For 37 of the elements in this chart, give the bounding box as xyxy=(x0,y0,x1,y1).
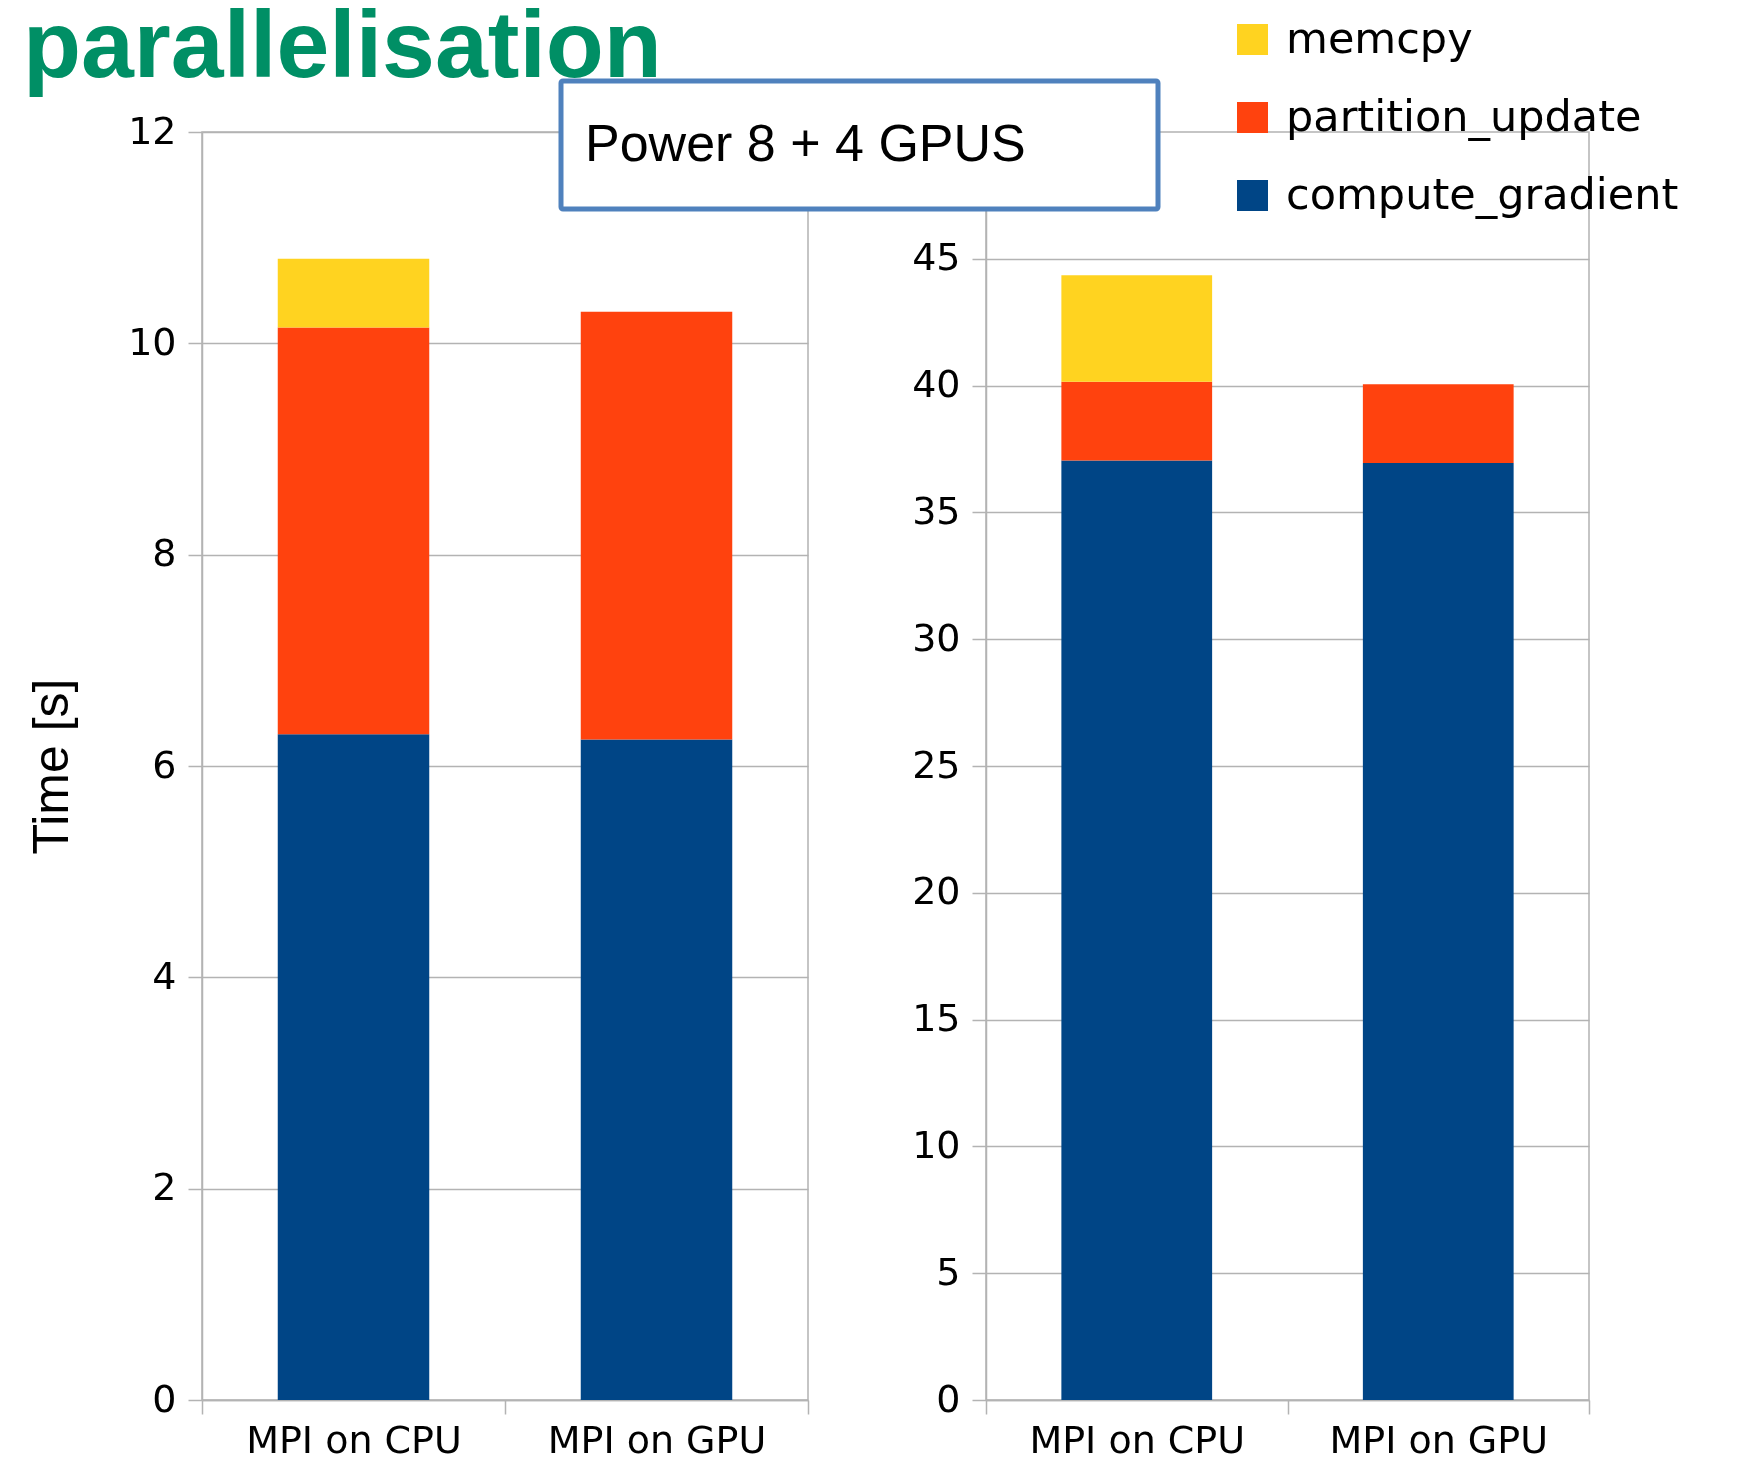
bar xyxy=(1362,384,1514,463)
bar xyxy=(277,258,430,328)
x-tick-label: MPI on GPU xyxy=(547,1417,767,1462)
y-tick-label: 25 xyxy=(912,742,961,787)
y-tick-label: 8 xyxy=(152,531,177,576)
x-tick-label: MPI on GPU xyxy=(1329,1417,1549,1462)
legend-label: memcpy xyxy=(1286,12,1473,63)
legend-label: compute_gradient xyxy=(1286,168,1679,219)
bar xyxy=(1362,462,1514,1400)
y-tick-label: 12 xyxy=(128,108,177,153)
bar xyxy=(1061,275,1213,382)
y-tick-label: 5 xyxy=(936,1249,961,1294)
y-tick-label: 30 xyxy=(912,615,961,660)
x-tick-label: MPI on CPU xyxy=(246,1417,462,1462)
chart-title: parallelisation xyxy=(23,0,662,97)
y-tick-label: 0 xyxy=(152,1376,177,1421)
y-tick-label: 2 xyxy=(152,1165,177,1210)
y-tick-label: 15 xyxy=(912,996,961,1041)
legend-label: partition_update xyxy=(1286,90,1642,141)
x-tick-label: MPI on CPU xyxy=(1029,1417,1246,1462)
y-tick-label: 40 xyxy=(912,362,961,407)
y-tick-label: 0 xyxy=(936,1376,961,1421)
y-tick-label: 10 xyxy=(128,319,177,364)
annotation: Power 8 + 4 GPUS xyxy=(585,114,1026,172)
bar xyxy=(1061,381,1213,461)
bar xyxy=(277,327,430,735)
bar xyxy=(1061,460,1213,1400)
bar xyxy=(580,311,733,740)
y-tick-label: 4 xyxy=(152,953,177,998)
bar xyxy=(277,734,430,1400)
bar xyxy=(580,739,733,1400)
y-axis-title: Time [s] xyxy=(23,678,80,855)
y-tick-label: 10 xyxy=(912,1122,961,1167)
y-tick-label: 45 xyxy=(912,235,961,280)
y-tick-label: 20 xyxy=(912,869,961,914)
y-tick-label: 6 xyxy=(152,742,177,787)
y-tick-label: 35 xyxy=(912,488,961,533)
